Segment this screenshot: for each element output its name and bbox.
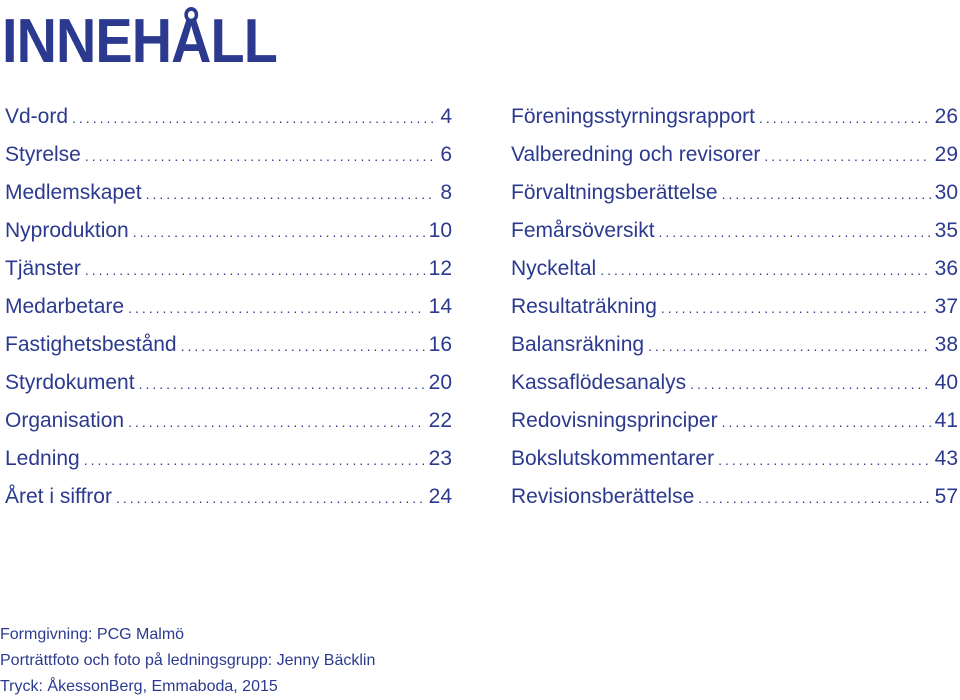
toc-entry-page: 26 <box>934 105 958 128</box>
toc-entry-label: Styrdokument <box>5 371 135 394</box>
toc-entry-label: Nyckeltal <box>511 257 597 280</box>
toc-entry-label: Vd-ord <box>5 105 69 128</box>
toc-entry-page: 29 <box>934 143 958 166</box>
credit-design: Formgivning: PCG Malmö <box>0 626 185 643</box>
toc-entry-page: 30 <box>934 181 958 204</box>
toc-entry[interactable]: Året i siffror 24 <box>5 478 452 516</box>
toc-entry[interactable]: Medarbetare 14 <box>5 288 452 326</box>
toc-entry[interactable]: Kassaflödesanalys 40 <box>511 364 958 402</box>
credits: Formgivning: PCG Malmö Porträttfoto och … <box>0 622 375 700</box>
toc-dot-leader <box>698 479 930 516</box>
toc-dot-leader <box>84 441 425 478</box>
toc-dot-leader <box>759 99 931 136</box>
toc-entry-label: Ledning <box>5 447 80 470</box>
toc-entry[interactable]: Ledning 23 <box>5 440 452 478</box>
toc-dot-leader <box>85 137 436 174</box>
toc-dot-leader <box>133 213 425 250</box>
toc-entry-label: Resultaträkning <box>511 295 657 318</box>
toc-dot-leader <box>764 137 930 174</box>
toc-entry-page: 12 <box>428 257 452 280</box>
toc-entry[interactable]: Balansräkning 38 <box>511 326 958 364</box>
toc-entry[interactable]: Redovisningsprinciper 41 <box>511 402 958 440</box>
toc-dot-leader <box>659 213 931 250</box>
toc-entry-page: 35 <box>934 219 958 242</box>
toc-dot-leader <box>128 289 425 326</box>
toc-entry-label: Redovisningsprinciper <box>511 409 718 432</box>
toc-entry-label: Förvaltningsberättelse <box>511 181 718 204</box>
toc-entry-page: 57 <box>934 485 958 508</box>
toc-entry-page: 6 <box>440 143 452 166</box>
toc-dot-leader <box>661 289 931 326</box>
toc-dot-leader <box>146 175 437 212</box>
toc-entry-label: Tjänster <box>5 257 81 280</box>
credit-photo: Porträttfoto och foto på ledningsgrupp: … <box>0 652 376 669</box>
toc-entry-label: Året i siffror <box>5 485 112 508</box>
toc-entry[interactable]: Förvaltningsberättelse 30 <box>511 174 958 212</box>
toc-dot-leader <box>72 99 436 136</box>
toc-entry-page: 36 <box>934 257 958 280</box>
toc-entry[interactable]: Vd-ord 4 <box>5 98 452 136</box>
toc-entry-label: Revisionsberättelse <box>511 485 695 508</box>
toc-entry-label: Medlemskapet <box>5 181 142 204</box>
toc-entry-label: Kassaflödesanalys <box>511 371 687 394</box>
toc-right-column: Föreningsstyrningsrapport 26 Valberedning… <box>511 98 958 516</box>
toc-dot-leader <box>722 403 931 440</box>
toc-entry-page: 20 <box>428 371 452 394</box>
toc-entry-page: 14 <box>428 295 452 318</box>
toc-entry-page: 41 <box>934 409 958 432</box>
toc-entry[interactable]: Organisation 22 <box>5 402 452 440</box>
toc-entry[interactable]: Tjänster 12 <box>5 250 452 288</box>
toc-entry[interactable]: Nyckeltal 36 <box>511 250 958 288</box>
toc-dot-leader <box>690 365 931 402</box>
toc-entry-page: 23 <box>428 447 452 470</box>
toc-entry-page: 22 <box>428 409 452 432</box>
toc-dot-leader <box>116 479 425 516</box>
toc-entry-label: Organisation <box>5 409 125 432</box>
toc-entry[interactable]: Styrelse 6 <box>5 136 452 174</box>
toc-entry-label: Nyproduktion <box>5 219 129 242</box>
toc-entry-page: 37 <box>934 295 958 318</box>
toc-dot-leader <box>600 251 930 288</box>
toc-entry[interactable]: Revisionsberättelse 57 <box>511 478 958 516</box>
toc-entry-page: 40 <box>934 371 958 394</box>
toc-entry-page: 38 <box>934 333 958 356</box>
toc-entry-label: Balansräkning <box>511 333 645 356</box>
toc-dot-leader <box>139 365 425 402</box>
toc-entry-label: Föreningsstyrningsrapport <box>511 105 755 128</box>
toc-dot-leader <box>181 327 425 364</box>
toc-entry-label: Fastighetsbestånd <box>5 333 177 356</box>
toc-entry-label: Valberedning och revisorer <box>511 143 761 166</box>
toc-entry-page: 8 <box>440 181 452 204</box>
toc-entry[interactable]: Föreningsstyrningsrapport 26 <box>511 98 958 136</box>
toc-entry[interactable]: Nyproduktion 10 <box>5 212 452 250</box>
toc-entry-page: 43 <box>934 447 958 470</box>
toc-entry[interactable]: Fastighetsbestånd 16 <box>5 326 452 364</box>
toc-entry[interactable]: Styrdokument 20 <box>5 364 452 402</box>
toc-entry-page: 24 <box>428 485 452 508</box>
toc-entry[interactable]: Medlemskapet 8 <box>5 174 452 212</box>
toc-dot-leader <box>718 441 931 478</box>
toc-left-column: Vd-ord 4 Styrelse 6 Medlemskapet 8 Nyproduk… <box>5 98 452 516</box>
toc-entry-page: 16 <box>428 333 452 356</box>
toc-entry-label: Bokslutskommentarer <box>511 447 715 470</box>
page-title: INNEHÅLL <box>2 7 278 76</box>
toc-dot-leader <box>85 251 425 288</box>
toc-entry-page: 10 <box>428 219 452 242</box>
toc-entry-label: Femårsöversikt <box>511 219 655 242</box>
toc-entry[interactable]: Valberedning och revisorer 29 <box>511 136 958 174</box>
credit-print: Tryck: ÅkessonBerg, Emmaboda, 2015 <box>0 678 278 695</box>
toc-dot-leader <box>128 403 425 440</box>
toc-dot-leader <box>722 175 931 212</box>
toc-entry[interactable]: Bokslutskommentarer 43 <box>511 440 958 478</box>
toc-entry[interactable]: Resultaträkning 37 <box>511 288 958 326</box>
toc-dot-leader <box>648 327 931 364</box>
toc-entry-label: Medarbetare <box>5 295 125 318</box>
toc-entry-label: Styrelse <box>5 143 81 166</box>
toc-entry[interactable]: Femårsöversikt 35 <box>511 212 958 250</box>
toc-entry-page: 4 <box>440 105 452 128</box>
